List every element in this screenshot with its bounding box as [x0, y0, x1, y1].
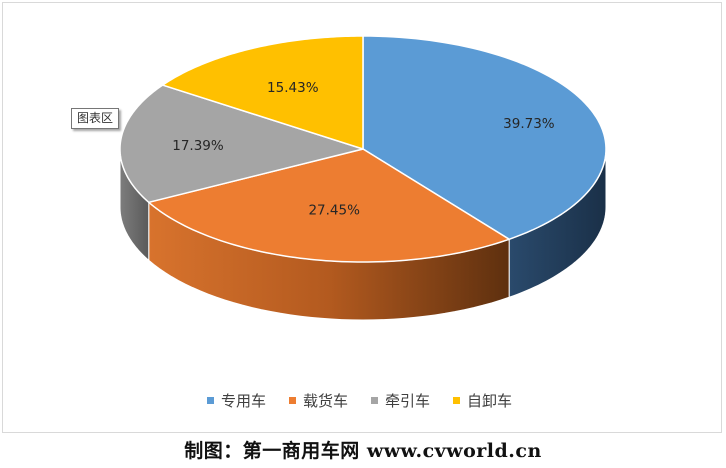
chart-area-tooltip: 图表区 — [71, 108, 120, 129]
legend-item-1[interactable]: 专用车 — [207, 392, 266, 410]
legend-item-3[interactable]: 牵引车 — [371, 392, 430, 410]
chart-area[interactable]: 39.73% 27.45% 17.39% 15.43% 专用车 载货车 牵引车 自卸车 图表… — [2, 2, 722, 433]
legend-label-3: 牵引车 — [385, 392, 430, 410]
legend-marker-3 — [371, 397, 378, 404]
legend-item-2[interactable]: 载货车 — [289, 392, 348, 410]
footer-credit: 制图：第一商用车网 www.cvworld.cn — [184, 440, 542, 462]
legend-item-4[interactable]: 自卸车 — [453, 392, 512, 410]
data-label-4: 15.43% — [267, 80, 319, 96]
legend-marker-4 — [453, 397, 460, 404]
legend-label-4: 自卸车 — [467, 392, 512, 410]
pie-slice-2[interactable] — [148, 148, 510, 263]
data-label-2: 27.45% — [308, 203, 360, 219]
legend-label-2: 载货车 — [303, 392, 348, 410]
legend-marker-1 — [207, 397, 214, 404]
pie-chart: 39.73% 27.45% 17.39% 15.43% 专用车 载货车 牵引车 自卸车 — [119, 35, 607, 410]
data-label-3: 17.39% — [172, 138, 224, 154]
pie-slice-4[interactable] — [161, 35, 364, 150]
pie-slice-3[interactable] — [119, 84, 364, 204]
legend-label-1: 专用车 — [221, 392, 266, 410]
legend-marker-2 — [289, 397, 296, 404]
data-label-1: 39.73% — [503, 116, 555, 132]
pie-slice-1[interactable] — [362, 35, 607, 241]
